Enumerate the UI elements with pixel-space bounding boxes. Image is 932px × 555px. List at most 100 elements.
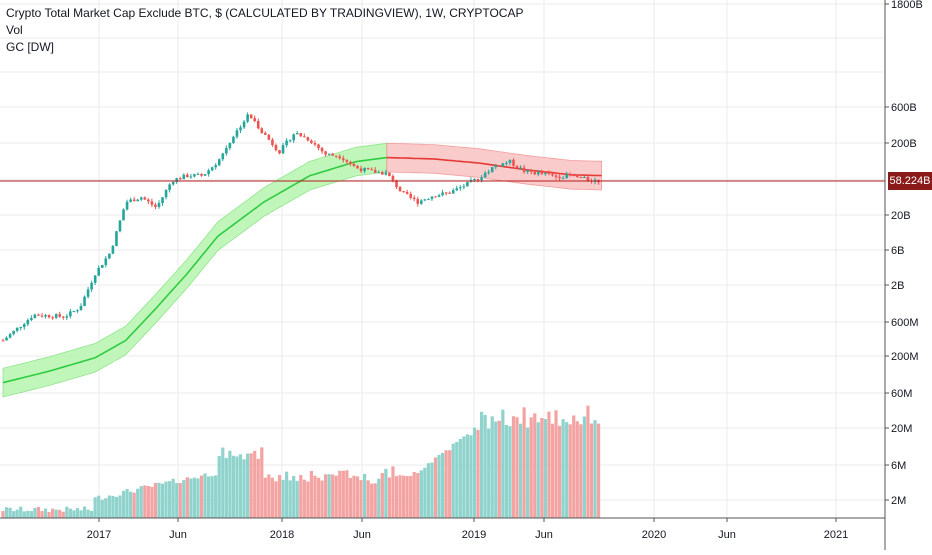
candle-body — [93, 275, 97, 283]
volume-bar — [359, 480, 363, 518]
volume-bar — [366, 480, 370, 518]
volume-bar — [157, 482, 161, 518]
price-axis-label: 1800B — [891, 0, 923, 11]
volume-bar — [150, 486, 154, 518]
volume-bar — [401, 475, 406, 518]
volume-bar — [394, 476, 399, 518]
volume-bar — [540, 417, 544, 518]
candle-body — [522, 167, 526, 172]
volume-bar — [494, 421, 498, 518]
candle-body — [118, 220, 122, 232]
candle-body — [26, 319, 30, 325]
volume-bar — [313, 475, 317, 518]
volume-bar — [433, 457, 438, 518]
volume-bar — [483, 414, 487, 518]
candle-body — [47, 315, 51, 318]
volume-bar — [476, 429, 480, 518]
volume-bar — [561, 419, 565, 518]
volume-bar — [51, 508, 55, 518]
volume-bar — [398, 475, 402, 518]
candle-body — [37, 314, 40, 316]
candle-body — [129, 199, 132, 202]
candle-body — [1, 340, 5, 342]
volume-bar — [511, 416, 516, 518]
volume-bar — [501, 409, 505, 518]
volume-bar — [341, 470, 345, 518]
volume-bar — [75, 508, 80, 518]
time-axis-label: 2021 — [824, 529, 848, 541]
candle-body — [90, 282, 93, 290]
volume-bar — [334, 475, 338, 518]
volume-bar — [508, 426, 512, 518]
candle-body — [554, 175, 558, 177]
volume-bar — [86, 509, 90, 518]
candle-body — [288, 140, 292, 142]
volume-bar — [387, 477, 392, 518]
volume-bar — [72, 510, 76, 518]
price-axis-label: 20B — [891, 210, 911, 222]
time-axis-label: Jun — [535, 529, 553, 541]
volume-bar — [125, 489, 129, 518]
volume-bar — [391, 466, 395, 518]
candle-body — [122, 209, 125, 221]
volume-bar — [320, 480, 324, 518]
candle-body — [476, 179, 480, 181]
legend: Crypto Total Market Cap Exclude BTC, $ (… — [6, 5, 523, 56]
candle-body — [168, 184, 171, 191]
volume-bar — [469, 435, 473, 518]
candle-body — [12, 330, 15, 335]
time-axis-label: 2017 — [87, 529, 111, 541]
volume-bar — [479, 411, 484, 518]
candle-body — [345, 160, 349, 162]
volume-bar — [43, 508, 48, 518]
volume-bar — [285, 471, 289, 518]
candle-body — [22, 324, 26, 327]
volume-bar — [36, 506, 41, 518]
candle-body — [416, 199, 420, 204]
price-axis-label: 200B — [891, 138, 917, 150]
candle-body — [83, 296, 86, 306]
volume-bar — [136, 488, 140, 518]
candle-body — [104, 258, 108, 265]
legend-title: Crypto Total Market Cap Exclude BTC, $ (… — [6, 6, 524, 20]
volume-bar — [430, 462, 434, 518]
candle-body — [402, 191, 405, 193]
volume-bar — [61, 511, 65, 518]
candle-body — [51, 317, 54, 319]
volume-axis-label: 2M — [891, 495, 906, 507]
volume-bar — [270, 477, 275, 518]
candle-body — [189, 176, 193, 178]
volume-bar — [377, 478, 381, 518]
candle-body — [377, 172, 381, 174]
candle-body — [214, 165, 218, 168]
candle-body — [147, 199, 150, 202]
candle-body — [33, 314, 37, 319]
candle-body — [100, 264, 104, 268]
candle-body — [366, 167, 370, 170]
candle-body — [430, 196, 434, 199]
candle-body — [487, 171, 490, 173]
volume-bar — [185, 477, 189, 518]
volume-bar — [487, 428, 491, 518]
candle-body — [412, 197, 416, 200]
candle-body — [154, 204, 157, 207]
candle-body — [5, 337, 8, 341]
candle-body — [565, 173, 568, 179]
legend-volume: Vol — [6, 23, 23, 37]
volume-bar — [164, 481, 168, 518]
volume-bar — [518, 423, 523, 518]
volume-bar — [97, 495, 101, 518]
candle-body — [455, 188, 459, 191]
candle-body — [54, 314, 58, 318]
candle-body — [210, 167, 214, 171]
candle-body — [473, 179, 476, 181]
volume-bar — [451, 443, 455, 518]
volume-bar — [281, 479, 285, 518]
volume-bar — [440, 452, 445, 518]
candle-body — [359, 168, 363, 172]
volume-axis-label: 60M — [891, 388, 912, 400]
candle-body — [232, 136, 235, 143]
candle-body — [547, 173, 551, 175]
